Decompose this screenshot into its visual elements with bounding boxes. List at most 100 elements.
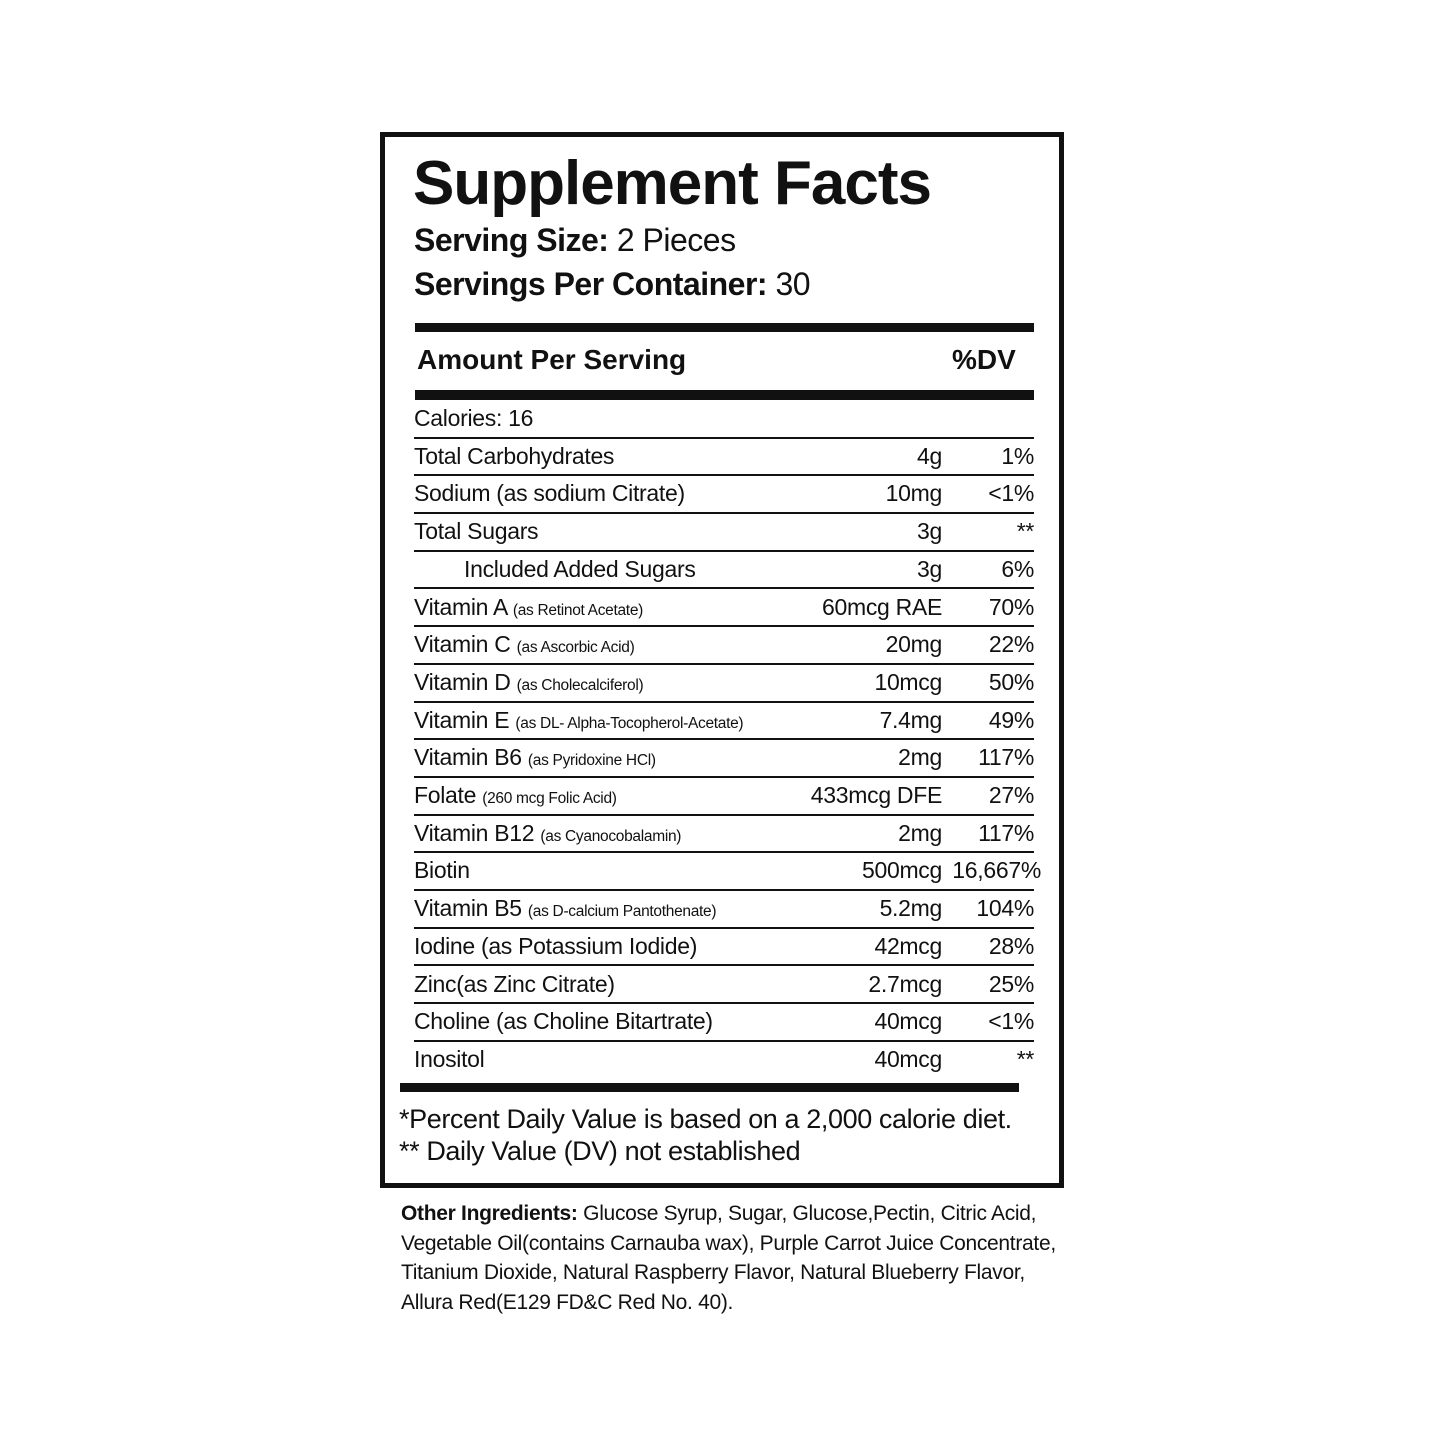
nutrient-source: (as Retinot Acetate): [512, 601, 643, 619]
nutrient-dv: 49%: [988, 706, 1034, 733]
other-ingredients: Other Ingredients: Glucose Syrup, Sugar,…: [401, 1199, 1061, 1317]
nutrient-amount: 40mcg: [874, 1045, 942, 1072]
nutrient-dv: 22%: [988, 631, 1034, 658]
nutrient-row: Vitamin D (as Cholecalciferol) 10mcg 50%: [414, 665, 1034, 703]
divider-thick: [400, 1083, 1019, 1092]
nutrient-row: Vitamin B12 (as Cyanocobalamin) 2mg 117%: [414, 816, 1034, 854]
amount-per-serving-header: Amount Per Serving: [417, 344, 687, 375]
serving-size-label: Serving Size:: [414, 222, 609, 258]
nutrient-row: Zinc(as Zinc Citrate) 2.7mcg 25%: [414, 967, 1034, 1005]
nutrient-name: Vitamin A (as Retinot Acetate): [414, 594, 643, 621]
nutrient-amount: 42mcg: [874, 932, 942, 959]
panel-title: Supplement Facts: [413, 149, 932, 218]
nutrient-name-text: Calories: 16: [414, 405, 534, 431]
nutrient-dv: 16,667%: [952, 857, 1041, 884]
nutrient-name-text: Total Sugars: [414, 518, 539, 545]
nutrient-name: Vitamin B6 (as Pyridoxine HCl): [414, 744, 656, 771]
nutrient-name-text: Zinc(as Zinc Citrate): [414, 970, 615, 997]
nutrient-dv: 104%: [976, 895, 1034, 922]
nutrient-name: Vitamin B12 (as Cyanocobalamin): [414, 820, 681, 847]
nutrient-name-text: Vitamin B6: [414, 744, 522, 771]
footnote-not-established: ** Daily Value (DV) not established: [399, 1136, 801, 1166]
nutrient-row: Vitamin E (as DL- Alpha-Tocopherol-Aceta…: [414, 703, 1034, 741]
nutrient-name: Sodium (as sodium Citrate): [414, 480, 685, 507]
nutrient-dv: 1%: [1001, 442, 1034, 469]
nutrient-dv: **: [1016, 518, 1035, 545]
nutrient-amount: 10mg: [885, 480, 943, 507]
nutrient-dv: 70%: [988, 593, 1034, 620]
nutrient-source: (as DL- Alpha-Tocopherol-Acetate): [515, 714, 744, 732]
nutrient-name-text: Vitamin B12: [414, 819, 535, 846]
nutrient-name-text: Included Added Sugars: [464, 555, 696, 582]
nutrient-row: Vitamin C (as Ascorbic Acid) 20mg 22%: [414, 627, 1034, 665]
nutrient-name-text: Vitamin B5: [414, 895, 522, 922]
nutrient-amount: 2mg: [898, 819, 942, 846]
nutrient-name: Vitamin B5 (as D-calcium Pantothenate): [414, 895, 717, 922]
nutrient-name: Vitamin E (as DL- Alpha-Tocopherol-Aceta…: [414, 707, 744, 734]
divider-thick: [415, 390, 1034, 400]
servings-per-container: Servings Per Container: 30: [414, 266, 811, 303]
nutrient-amount: 10mcg: [874, 668, 942, 695]
nutrient-amount: 500mcg: [861, 857, 942, 884]
dv-header: %DV: [952, 344, 1016, 375]
nutrient-row: Folate (260 mcg Folic Acid) 433mcg DFE 27%: [414, 778, 1034, 816]
nutrient-source: (as Ascorbic Acid): [516, 639, 635, 657]
nutrient-row: Inositol 40mcg **: [414, 1042, 1034, 1080]
nutrient-name-text: Folate: [414, 782, 477, 808]
supplement-facts-panel: [380, 132, 1064, 1188]
nutrient-dv: 117%: [978, 819, 1034, 846]
nutrient-name-text: Total Carbohydrates: [414, 442, 615, 469]
nutrient-name-text: Inositol: [414, 1045, 485, 1072]
nutrient-name: Included Added Sugars: [464, 556, 696, 583]
nutrient-row: Iodine (as Potassium Iodide) 42mcg 28%: [414, 929, 1034, 967]
nutrient-dv: <1%: [988, 1008, 1034, 1035]
nutrient-name: Vitamin D (as Cholecalciferol): [414, 668, 644, 696]
servings-per-container-label: Servings Per Container:: [414, 266, 768, 302]
nutrient-name-text: Vitamin A: [414, 593, 507, 620]
nutrient-name-text: Choline (as Choline Bitartrate): [414, 1008, 713, 1035]
nutrient-amount: 433mcg DFE: [810, 782, 943, 808]
nutrient-row: Vitamin B5 (as D-calcium Pantothenate) 5.…: [414, 891, 1034, 929]
nutrient-row: Total Sugars 3g **: [414, 514, 1034, 552]
nutrient-row: Total Carbohydrates 4g 1%: [414, 439, 1034, 477]
servings-per-container-value: 30: [767, 266, 811, 302]
nutrient-name: Total Sugars: [414, 518, 539, 545]
nutrient-amount: 2mg: [898, 744, 942, 771]
nutrient-row: Sodium (as sodium Citrate) 10mg <1%: [414, 476, 1034, 515]
nutrient-name-text: Iodine (as Potassium Iodide): [414, 932, 698, 959]
nutrient-row: Calories: 16: [414, 401, 1034, 439]
nutrient-name-text: Vitamin D: [414, 668, 511, 695]
nutrient-source: (260 mcg Folic Acid): [482, 790, 617, 807]
nutrient-dv: <1%: [988, 480, 1034, 507]
nutrient-row: Choline (as Choline Bitartrate) 40mcg <1%: [414, 1004, 1034, 1042]
other-ingredients-text: Glucose Syrup, Sugar, Glucose,Pectin, Ci…: [401, 1202, 1056, 1314]
nutrient-name: Zinc(as Zinc Citrate): [414, 971, 615, 998]
nutrient-dv: 117%: [978, 744, 1034, 771]
nutrient-dv: 6%: [1001, 555, 1034, 582]
nutrient-source: (as Cyanocobalamin): [540, 827, 682, 845]
nutrient-dv: 27%: [988, 782, 1034, 808]
nutrient-amount: 3g: [917, 518, 942, 545]
nutrient-amount: 4g: [917, 442, 942, 469]
nutrient-dv: **: [1016, 1045, 1035, 1072]
nutrient-source: (as D-calcium Pantothenate): [527, 903, 717, 921]
nutrient-row: Included Added Sugars 3g 6%: [414, 552, 1034, 590]
nutrient-source: (as Pyridoxine HCl): [527, 752, 656, 770]
nutrient-amount: 5.2mg: [879, 895, 943, 922]
nutrient-name: Vitamin C (as Ascorbic Acid): [414, 631, 635, 658]
nutrient-name-text: Sodium (as sodium Citrate): [414, 480, 685, 507]
nutrient-row: Vitamin B6 (as Pyridoxine HCl) 2mg 117%: [414, 740, 1034, 778]
serving-size-value: 2 Pieces: [608, 222, 736, 258]
nutrient-dv: 28%: [988, 932, 1034, 959]
nutrient-name-text: Biotin: [414, 857, 470, 884]
nutrient-amount: 40mcg: [874, 1008, 942, 1035]
other-ingredients-label: Other Ingredients:: [401, 1202, 578, 1225]
nutrient-name: Calories: 16: [414, 405, 533, 432]
serving-size: Serving Size: 2 Pieces: [414, 222, 736, 259]
nutrient-source: (as Cholecalciferol): [516, 676, 644, 694]
nutrient-amount: 2.7mcg: [868, 970, 942, 997]
nutrient-amount: 60mcg RAE: [821, 593, 942, 620]
nutrient-row: Biotin 500mcg 16,667%: [414, 853, 1041, 892]
nutrient-name: Inositol: [414, 1045, 485, 1073]
nutrient-name: Iodine (as Potassium Iodide): [414, 933, 697, 960]
